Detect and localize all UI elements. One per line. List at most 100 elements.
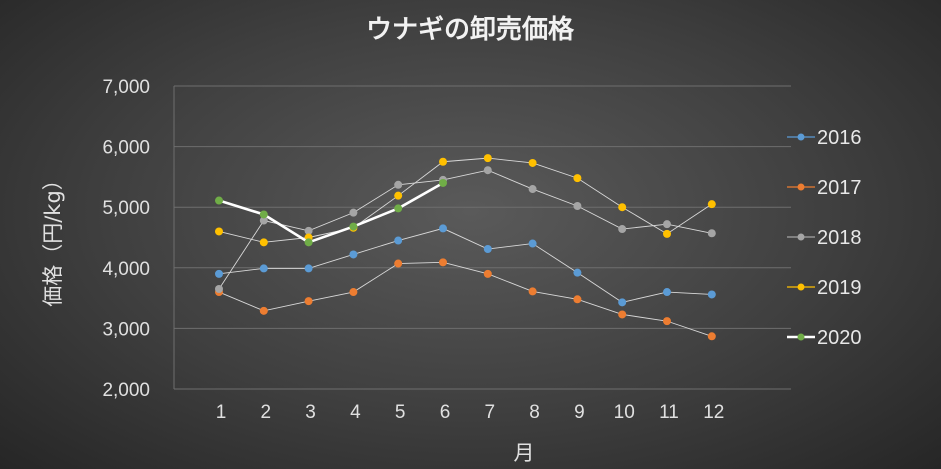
- data-point: [618, 225, 627, 234]
- data-point: [394, 236, 403, 245]
- data-point: [528, 185, 537, 194]
- legend-label: 2016: [817, 127, 862, 149]
- data-point: [707, 200, 716, 209]
- series-2020: [215, 178, 447, 247]
- data-point: [259, 238, 268, 247]
- x-tick-label: 10: [614, 402, 635, 423]
- legend-label: 2018: [817, 227, 862, 249]
- data-point: [483, 269, 492, 278]
- grid: [173, 85, 791, 390]
- legend-item: 2018: [787, 227, 862, 249]
- data-point: [528, 287, 537, 296]
- data-point: [573, 201, 582, 210]
- x-tick-label: 3: [305, 402, 316, 423]
- x-tick-label: 12: [703, 402, 724, 423]
- x-axis-label: 月: [514, 441, 535, 465]
- series-2017: [215, 258, 716, 341]
- y-axis-ticks: 2,000 3,000 4,000 5,000 6,000 7,000: [102, 77, 150, 401]
- data-point: [394, 191, 403, 200]
- legend-marker: [797, 283, 805, 291]
- legend-marker: [797, 183, 805, 191]
- data-point: [304, 238, 313, 247]
- data-point: [304, 264, 313, 273]
- data-point: [394, 259, 403, 268]
- data-point: [618, 310, 627, 319]
- data-point: [707, 290, 716, 299]
- legend-label: 2019: [817, 277, 862, 299]
- chart-title: ウナギの卸売価格: [366, 14, 575, 45]
- data-point: [707, 332, 716, 341]
- data-point: [215, 227, 223, 236]
- data-point: [439, 224, 447, 233]
- series-layer: [215, 154, 716, 341]
- data-point: [573, 295, 582, 304]
- data-point: [439, 157, 447, 166]
- y-axis-label: 価格（円/kg）: [41, 169, 65, 307]
- legend-label: 2020: [817, 327, 862, 349]
- data-point: [707, 229, 716, 238]
- series-2019: [215, 154, 716, 247]
- data-point: [618, 203, 627, 212]
- legend-item: 2016: [787, 127, 862, 149]
- data-point: [215, 269, 223, 278]
- series-2016: [215, 224, 716, 307]
- legend-item: 2020: [787, 327, 862, 349]
- legend-item: 2017: [787, 177, 862, 199]
- data-point: [304, 297, 313, 306]
- data-point: [439, 258, 447, 267]
- data-point: [663, 288, 671, 297]
- y-tick-label: 4,000: [102, 259, 150, 280]
- data-point: [439, 178, 447, 187]
- legend-marker: [797, 133, 805, 141]
- data-point: [349, 250, 358, 259]
- x-tick-label: 9: [574, 402, 585, 423]
- data-point: [663, 220, 671, 229]
- x-tick-label: 11: [659, 402, 679, 423]
- data-point: [663, 229, 671, 238]
- data-point: [528, 158, 537, 167]
- series-line: [218, 227, 712, 303]
- data-point: [618, 298, 627, 307]
- legend-marker: [797, 233, 805, 241]
- legend-item: 2019: [787, 277, 862, 299]
- data-point: [349, 208, 358, 217]
- series-line: [218, 181, 444, 244]
- legend: 2016 2017 2018 2019 2020: [787, 127, 862, 349]
- data-point: [349, 288, 358, 297]
- series-line: [218, 261, 712, 337]
- data-point: [215, 285, 223, 294]
- series-line: [218, 169, 712, 290]
- data-point: [394, 204, 403, 213]
- data-point: [663, 317, 671, 326]
- data-point: [304, 226, 313, 235]
- x-tick-label: 8: [529, 402, 540, 423]
- y-tick-label: 5,000: [102, 198, 150, 219]
- x-tick-label: 4: [350, 402, 361, 423]
- data-point: [349, 222, 358, 231]
- y-tick-label: 7,000: [102, 77, 150, 98]
- legend-label: 2017: [817, 177, 862, 199]
- data-point: [483, 154, 492, 163]
- data-point: [259, 264, 268, 273]
- data-point: [573, 174, 582, 183]
- x-tick-label: 2: [261, 402, 272, 423]
- x-tick-label: 1: [216, 402, 227, 423]
- data-point: [259, 216, 268, 225]
- x-tick-label: 7: [485, 402, 496, 423]
- series-2018: [215, 166, 716, 294]
- data-point: [483, 166, 492, 175]
- data-point: [483, 245, 492, 254]
- data-point: [259, 210, 268, 219]
- y-tick-label: 6,000: [102, 138, 150, 159]
- data-point: [573, 268, 582, 277]
- y-tick-label: 3,000: [102, 319, 150, 340]
- series-line: [218, 157, 713, 243]
- data-point: [394, 180, 403, 189]
- data-point: [215, 196, 223, 205]
- legend-marker: [797, 333, 805, 341]
- data-point: [528, 239, 537, 248]
- y-tick-label: 2,000: [102, 380, 150, 401]
- x-tick-label: 6: [440, 402, 451, 423]
- x-axis-ticks: 1 2 3 4 5 6 7 8 9 10 11 12: [216, 402, 725, 423]
